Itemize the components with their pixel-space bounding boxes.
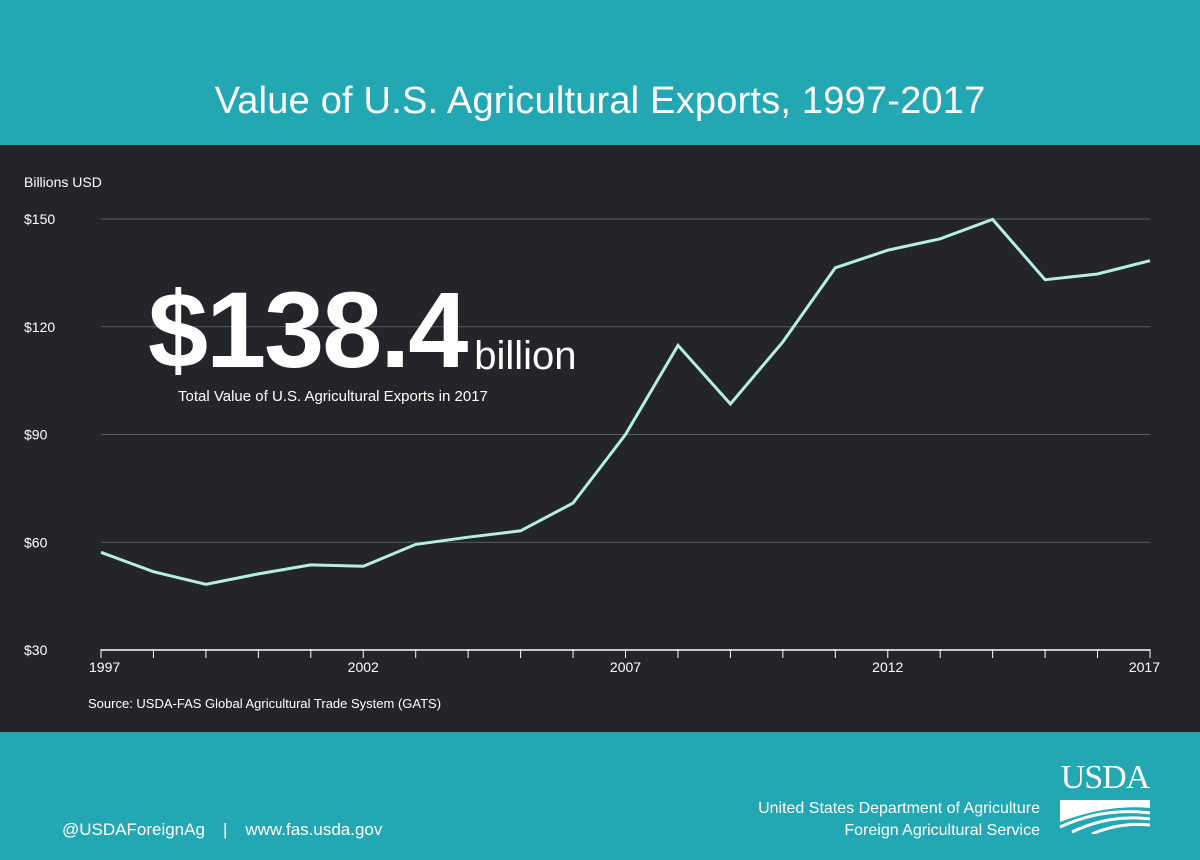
highlight-caption: Total Value of U.S. Agricultural Exports…	[178, 388, 488, 405]
highlight-unit: billion	[474, 334, 576, 378]
agency-line-service: Foreign Agricultural Service	[844, 822, 1040, 839]
y-tick-label: $60	[24, 534, 48, 550]
usda-logo-field-icon	[1059, 800, 1151, 834]
x-tick-label: 2012	[872, 659, 903, 675]
y-tick-label: $30	[24, 642, 48, 658]
line-chart: Billions USD $30 $60 $90 $120 $150 1997 2002 200…	[24, 174, 1160, 711]
x-tick-label: 2007	[610, 659, 641, 675]
highlight-value: $138.4	[148, 269, 468, 390]
footer-band: @USDAForeignAg | www.fas.usda.gov United S…	[0, 732, 1200, 860]
y-axis-label: Billions USD	[24, 174, 102, 190]
usda-logo-text: USDA	[1060, 759, 1151, 796]
y-tick-label: $150	[24, 211, 55, 227]
y-tick-label: $120	[24, 319, 55, 335]
header-band: Value of U.S. Agricultural Exports, 1997…	[0, 0, 1200, 145]
chart-panel: Billions USD $30 $60 $90 $120 $150 1997 2002 200…	[0, 145, 1200, 732]
agency-name: United States Department of Agriculture …	[758, 798, 1040, 842]
x-tick-label: 2017	[1129, 659, 1160, 675]
usda-logo: USDA	[1058, 760, 1152, 834]
website-link[interactable]: www.fas.usda.gov	[245, 820, 383, 839]
y-tick-label: $90	[24, 427, 48, 443]
footer-separator: |	[222, 820, 228, 839]
x-tick-label: 1997	[89, 659, 120, 675]
x-tick-label: 2002	[348, 659, 379, 675]
footer-links: @USDAForeignAg | www.fas.usda.gov	[62, 820, 382, 840]
twitter-handle-link[interactable]: @USDAForeignAg	[62, 820, 205, 839]
chart-title: Value of U.S. Agricultural Exports, 1997…	[214, 80, 986, 122]
series-line	[100, 217, 1151, 586]
source-note: Source: USDA-FAS Global Agricultural Tra…	[88, 696, 441, 711]
agency-line-department: United States Department of Agriculture	[758, 800, 1040, 817]
